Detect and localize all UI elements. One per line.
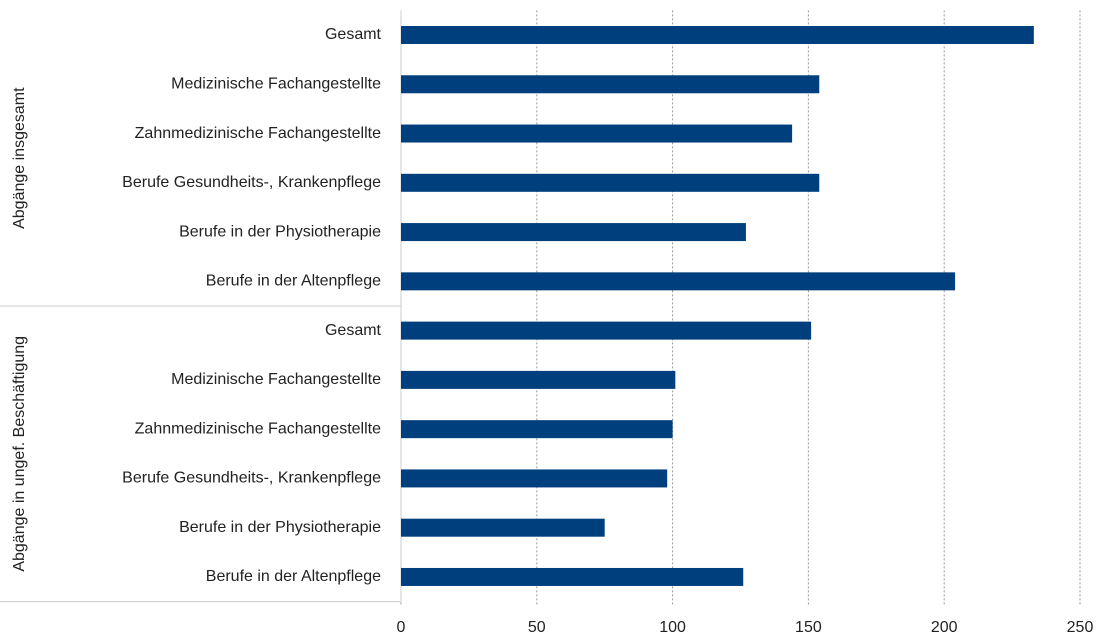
bar [401,518,605,537]
y-tick-label: Berufe in der Altenpflege [206,568,381,585]
y-tick-label: Berufe Gesundheits-, Krankenpflege [122,470,381,487]
y-tick-label: Medizinische Fachangestellte [171,75,381,92]
y-tick-label: Berufe in der Physiotherapie [179,519,381,536]
bar [401,173,820,192]
bar [401,567,744,586]
bar [401,469,668,488]
y-tick-label: Medizinische Fachangestellte [171,371,381,388]
y-tick-label: Berufe Gesundheits-, Krankenpflege [122,174,381,191]
x-tick-label: 100 [659,619,686,636]
x-tick-label: 0 [397,619,406,636]
y-tick-label: Zahnmedizinische Fachangestellte [135,420,381,437]
bar [401,75,820,94]
y-tick-label: Gesamt [325,322,382,339]
bar [401,420,673,439]
bar [401,370,676,389]
x-tick-label: 200 [931,619,958,636]
group-label: Abgänge insgesamt [11,87,28,229]
bar [401,223,746,242]
group-label: Abgänge in ungef. Beschäftigung [11,336,28,572]
x-tick-label: 250 [1067,619,1094,636]
bar [401,26,1034,44]
bar [401,124,793,143]
y-tick-label: Berufe in der Altenpflege [206,273,381,290]
bar [401,321,812,340]
y-tick-label: Zahnmedizinische Fachangestellte [135,125,381,142]
y-tick-label: Berufe in der Physiotherapie [179,223,381,240]
x-tick-label: 50 [528,619,546,636]
x-tick-label: 150 [795,619,822,636]
bar [401,272,956,291]
y-tick-label: Gesamt [325,26,382,43]
